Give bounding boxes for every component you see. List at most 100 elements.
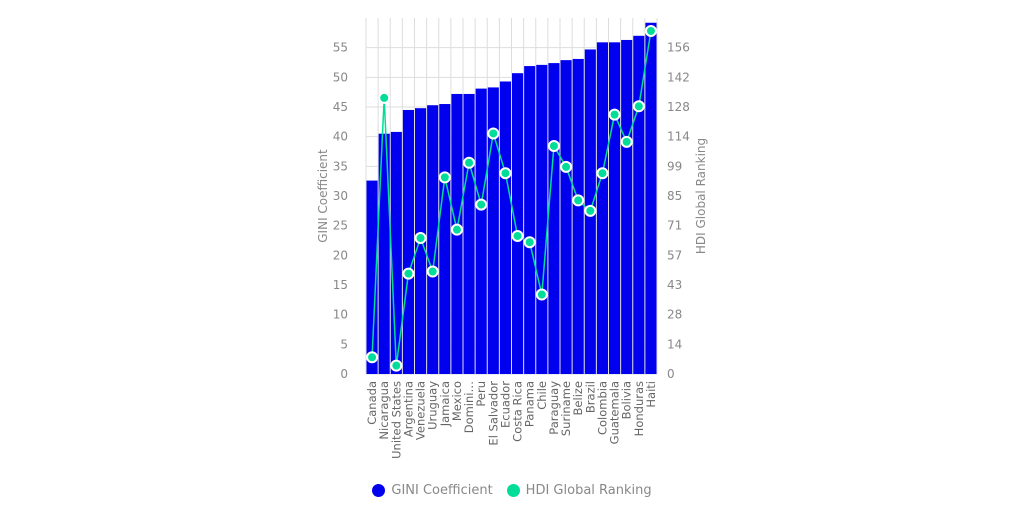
line-point [438,171,451,184]
bar [572,58,584,374]
legend-label-hdi: HDI Global Ranking [525,483,652,498]
category-label: Ecuador [498,381,512,428]
line-point [523,236,536,249]
bar [475,88,487,375]
bar [621,39,633,374]
line-point [499,167,512,180]
category-label: Haiti [644,381,658,408]
left-tick-label: 55 [333,41,348,55]
bar [463,93,475,375]
category-label: Honduras [632,381,646,436]
legend-label-gini: GINI Coefficient [391,483,493,498]
line-point [632,100,645,113]
category-label: Brazil [583,381,597,413]
left-tick-label: 0 [340,367,348,381]
left-tick-label: 15 [333,278,348,292]
category-label: Paraguay [547,381,561,435]
right-axis-title: HDI Global Ranking [694,138,708,254]
line-series [371,30,652,366]
line-point [560,160,573,173]
line-point [620,135,633,148]
bar [487,87,499,375]
bar [609,42,621,375]
right-tick-label: 57 [667,248,682,262]
legend-swatch-gini [372,484,386,497]
left-tick-label: 20 [333,248,348,262]
line-point [535,288,548,301]
left-axis-title: GINI Coefficient [316,149,330,243]
category-label: Domini… [462,381,476,433]
bar [548,63,560,375]
legend-swatch-hdi [506,484,520,497]
legend: GINI Coefficient HDI Global Ranking [0,483,1024,498]
category-label: Panama [523,381,537,427]
bar [596,42,608,375]
right-tick-label: 99 [667,159,682,173]
line-point [644,24,657,37]
category-label: El Salvador [486,381,500,446]
bar [402,109,414,374]
line-point [366,351,379,364]
left-tick-label: 35 [333,159,348,173]
category-label: Argentina [401,381,415,437]
left-tick-label: 25 [333,219,348,233]
bar [512,73,524,375]
category-label: Nicaragua [377,381,391,440]
line-point [608,108,621,121]
category-label: Mexico [450,381,464,421]
legend-item-gini[interactable]: GINI Coefficient [372,483,493,498]
category-label: Costa Rica [511,381,525,442]
bar [439,104,451,375]
line-point [596,167,609,180]
left-tick-label: 40 [333,130,348,144]
left-tick-label: 30 [333,189,348,203]
bar [560,60,572,374]
chart-svg: 0 5 10 15 20 25 30 35 40 45 50 55 0 14 28 43 57 71 85 99 114… [316,18,708,459]
bar [499,81,511,374]
bar [536,64,548,374]
category-label: Belize [571,381,585,415]
line-point [572,194,585,207]
bar [378,133,390,374]
line-point [487,127,500,140]
line-point [402,267,415,280]
right-tick-label: 85 [667,189,682,203]
left-tick-label: 50 [333,70,348,84]
right-tick-label: 114 [667,130,690,144]
line-point [511,229,524,242]
line-point [584,204,597,217]
category-label: Uruguay [426,381,440,430]
right-tick-label: 0 [667,367,675,381]
line-point [390,359,403,372]
right-tick-label: 71 [667,219,682,233]
category-label: Guatemala [608,381,622,444]
bar [390,131,402,374]
line-point [463,156,476,169]
category-label: Colombia [595,381,609,435]
category-label: Suriname [559,381,573,436]
category-label: Venezuela [414,381,428,440]
line-point [378,91,391,104]
left-tick-label: 5 [340,337,348,351]
left-tick-label: 45 [333,100,348,114]
line-point [414,232,427,245]
right-tick-label: 156 [667,41,690,55]
line-point [547,140,560,153]
category-label: United States [389,381,403,459]
bar [633,35,645,375]
right-tick-label: 142 [667,70,690,84]
line-point [426,265,439,278]
right-tick-label: 128 [667,100,690,114]
right-tick-label: 28 [667,308,682,322]
legend-item-hdi[interactable]: HDI Global Ranking [506,483,652,498]
line-point [475,198,488,211]
right-tick-label: 43 [667,278,682,292]
left-tick-label: 10 [333,308,348,322]
category-label: Chile [535,381,549,410]
bar [427,105,439,374]
bar [366,180,378,374]
right-tick-label: 14 [667,337,682,351]
category-label: Canada [365,381,379,425]
category-label: Peru [474,381,488,407]
